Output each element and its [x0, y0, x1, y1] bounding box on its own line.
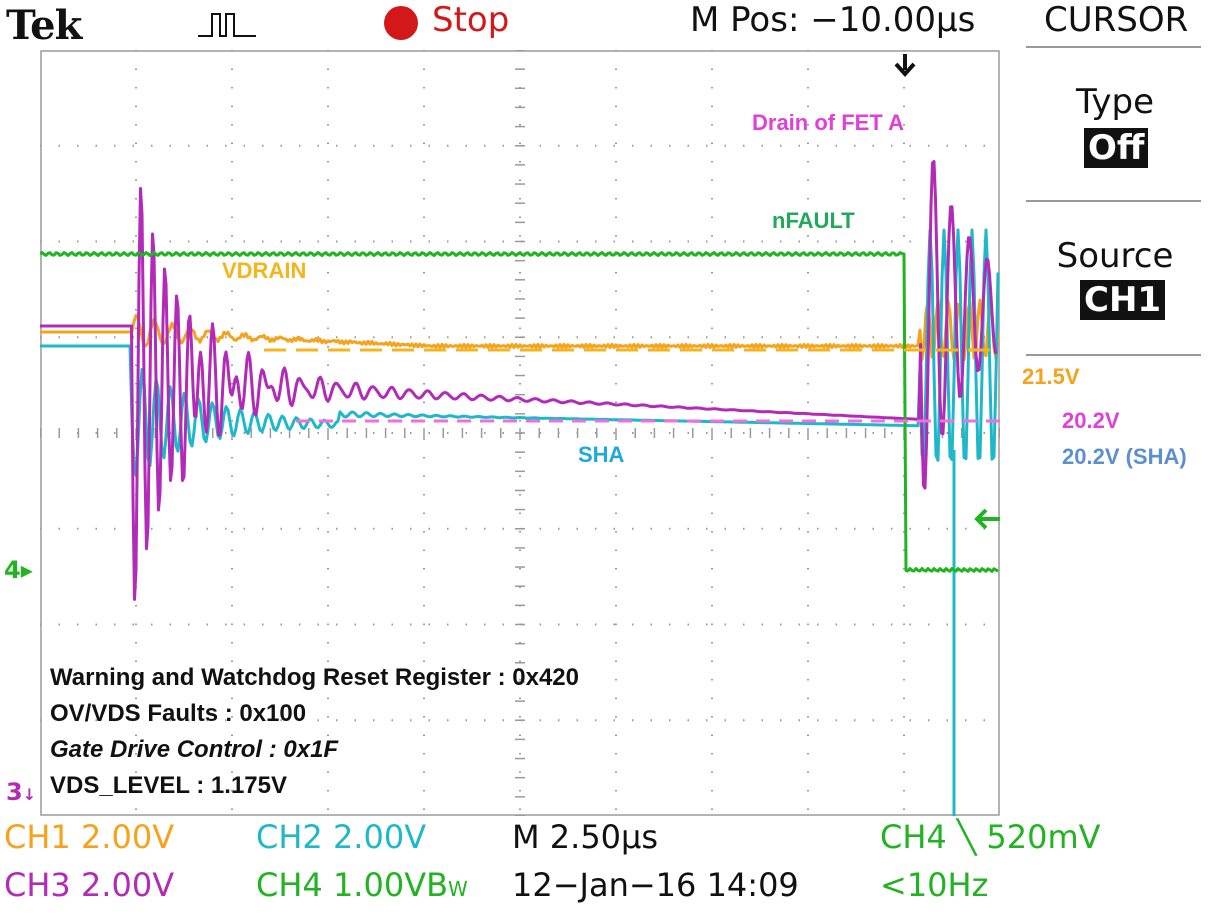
drain-voltage-label: 20.2V	[1062, 408, 1120, 433]
trigger-level-arrow-icon	[974, 508, 1000, 530]
bandwidth-limit-suffix: W	[448, 877, 468, 901]
waveform-display	[40, 50, 1000, 816]
type-off-button[interactable]: Off	[1084, 128, 1149, 168]
type-label: Type	[1075, 82, 1155, 122]
side-menu-divider	[1026, 200, 1201, 202]
register-line: Warning and Watchdog Reset Register : 0x…	[50, 664, 579, 691]
ch3-ground-marker: 3↓	[6, 778, 37, 806]
trigger-pulse-icon	[198, 13, 256, 37]
ch3-scale-readout: CH3 2.00V	[4, 866, 175, 904]
acquisition-status: Stop	[432, 0, 510, 40]
ch3-drain-trace	[40, 160, 998, 601]
brand-logo: Tek	[6, 2, 82, 49]
ch4-scale-text: CH4 1.00VB	[256, 866, 449, 904]
ch3-marker-label: 3	[6, 778, 23, 806]
menu-title: CURSOR	[1044, 0, 1189, 40]
trigger-frequency-readout: <10Hz	[880, 866, 989, 904]
drain-label: Drain of FET A	[752, 110, 904, 135]
date-time-readout: 12−Jan−16 14:09	[512, 866, 799, 904]
waveform-traces	[40, 160, 1000, 816]
timebase-readout: M 2.50µs	[512, 818, 659, 856]
stop-indicator-icon	[384, 6, 418, 40]
ch4-marker-label: 4	[4, 556, 21, 584]
trigger-position-arrow-icon	[894, 54, 916, 77]
ch4-nfault-trace	[40, 251, 999, 573]
horizontal-position: M Pos: −10.00µs	[690, 0, 976, 40]
vdrain-voltage-label: 21.5V	[1022, 364, 1080, 389]
sha-label: SHA	[578, 442, 625, 467]
register-line: Gate Drive Control : 0x1F	[50, 736, 339, 763]
graticule	[40, 50, 1000, 816]
source-label: Source	[1056, 236, 1174, 276]
ch1-scale-readout: CH1 2.00V	[4, 818, 175, 856]
ch2-sha-trace	[40, 228, 1000, 477]
ch4-ground-marker: 4▸	[4, 556, 33, 584]
side-menu-divider	[1026, 354, 1201, 356]
ch2-scale-readout: CH2 2.00V	[256, 818, 427, 856]
trigger-readout: CH4 ╲ 520mV	[880, 818, 1101, 856]
ch4-scale-readout: CH4 1.00VBW	[256, 866, 468, 904]
status-bar: Tek Stop M Pos: −10.00µs CURSOR	[0, 0, 1230, 49]
vdrain-label: VDRAIN	[222, 258, 307, 283]
source-ch1-button[interactable]: CH1	[1080, 280, 1166, 320]
ch1-vdrain-trace	[40, 298, 1000, 362]
register-line: VDS_LEVEL : 1.175V	[50, 772, 287, 799]
register-line: OV/VDS Faults : 0x100	[50, 700, 307, 727]
sha-voltage-label: 20.2V (SHA)	[1062, 444, 1187, 469]
nfault-label: nFAULT	[772, 208, 855, 233]
side-menu-divider	[1026, 46, 1201, 48]
